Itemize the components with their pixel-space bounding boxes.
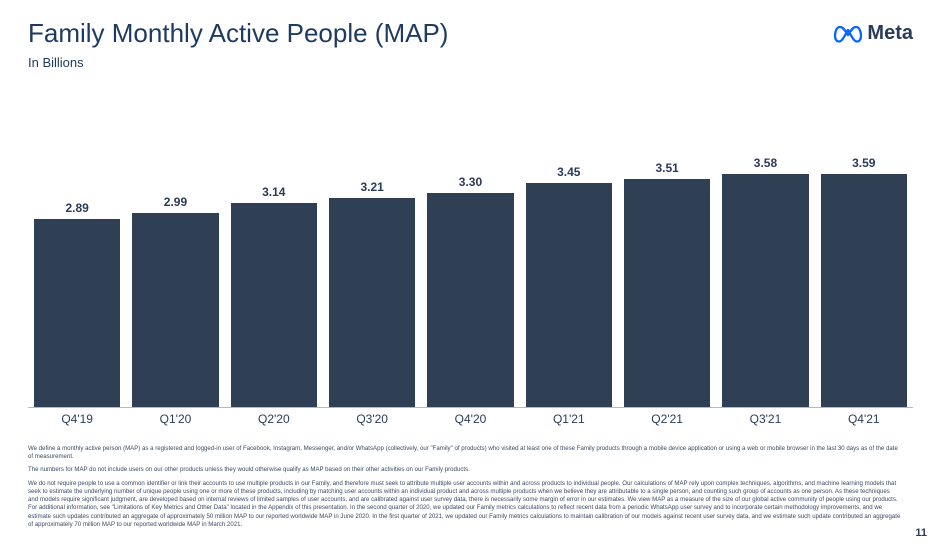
slide-subtitle: In Billions [28,55,448,70]
x-axis-label: Q1'20 [132,412,218,426]
bar [231,203,317,407]
bar [427,193,513,408]
bar [821,174,907,407]
bar-wrap: 3.51 [624,108,710,407]
x-axis-label: Q2'21 [624,412,710,426]
bar-wrap: 3.59 [821,108,907,407]
title-block: Family Monthly Active People (MAP) In Bi… [28,18,448,70]
bar-wrap: 3.21 [329,108,415,407]
x-axis-labels: Q4'19 Q1'20 Q2'20 Q3'20 Q4'20 Q1'21 Q2'21 Q3'21… [28,412,913,426]
bar-value-label: 3.45 [557,165,580,179]
bar-chart: 2.89 2.99 3.14 3.21 3.30 3.45 3.51 3.58 3.59 [28,108,913,408]
x-axis-label: Q4'20 [427,412,513,426]
bar-value-label: 3.30 [459,175,482,189]
x-axis-label: Q4'21 [821,412,907,426]
meta-logo-text: Meta [867,22,913,45]
bar-value-label: 3.59 [852,156,875,170]
bar [722,174,808,407]
header: Family Monthly Active People (MAP) In Bi… [28,18,913,70]
bar-wrap: 3.45 [526,108,612,407]
bar [329,198,415,407]
x-axis-label: Q3'21 [722,412,808,426]
bar-value-label: 3.51 [655,161,678,175]
footnote-2: The numbers for MAP do not include users… [28,466,901,474]
bar-wrap: 3.58 [722,108,808,407]
bar-value-label: 3.58 [754,156,777,170]
bar [34,219,120,407]
bar [526,183,612,407]
slide-title: Family Monthly Active People (MAP) [28,18,448,49]
bar-wrap: 3.14 [231,108,317,407]
bar-value-label: 2.99 [164,195,187,209]
meta-infinity-icon [834,25,862,43]
bar [624,179,710,407]
bar-value-label: 3.14 [262,185,285,199]
bar-value-label: 3.21 [360,180,383,194]
meta-logo: Meta [834,22,913,45]
bar-wrap: 3.30 [427,108,513,407]
x-axis-label: Q3'20 [329,412,415,426]
bars-container: 2.89 2.99 3.14 3.21 3.30 3.45 3.51 3.58 3.59 [28,108,913,407]
bar [132,213,218,407]
page-number: 11 [915,527,927,539]
footnotes: We define a monthly active person (MAP) … [28,445,901,534]
x-axis-label: Q1'21 [526,412,612,426]
bar-wrap: 2.89 [34,108,120,407]
footnote-1: We define a monthly active person (MAP) … [28,445,901,461]
x-axis-label: Q4'19 [34,412,120,426]
bar-wrap: 2.99 [132,108,218,407]
x-axis-label: Q2'20 [231,412,317,426]
footnote-3: We do not require people to use a common… [28,480,901,529]
bar-value-label: 2.89 [65,201,88,215]
